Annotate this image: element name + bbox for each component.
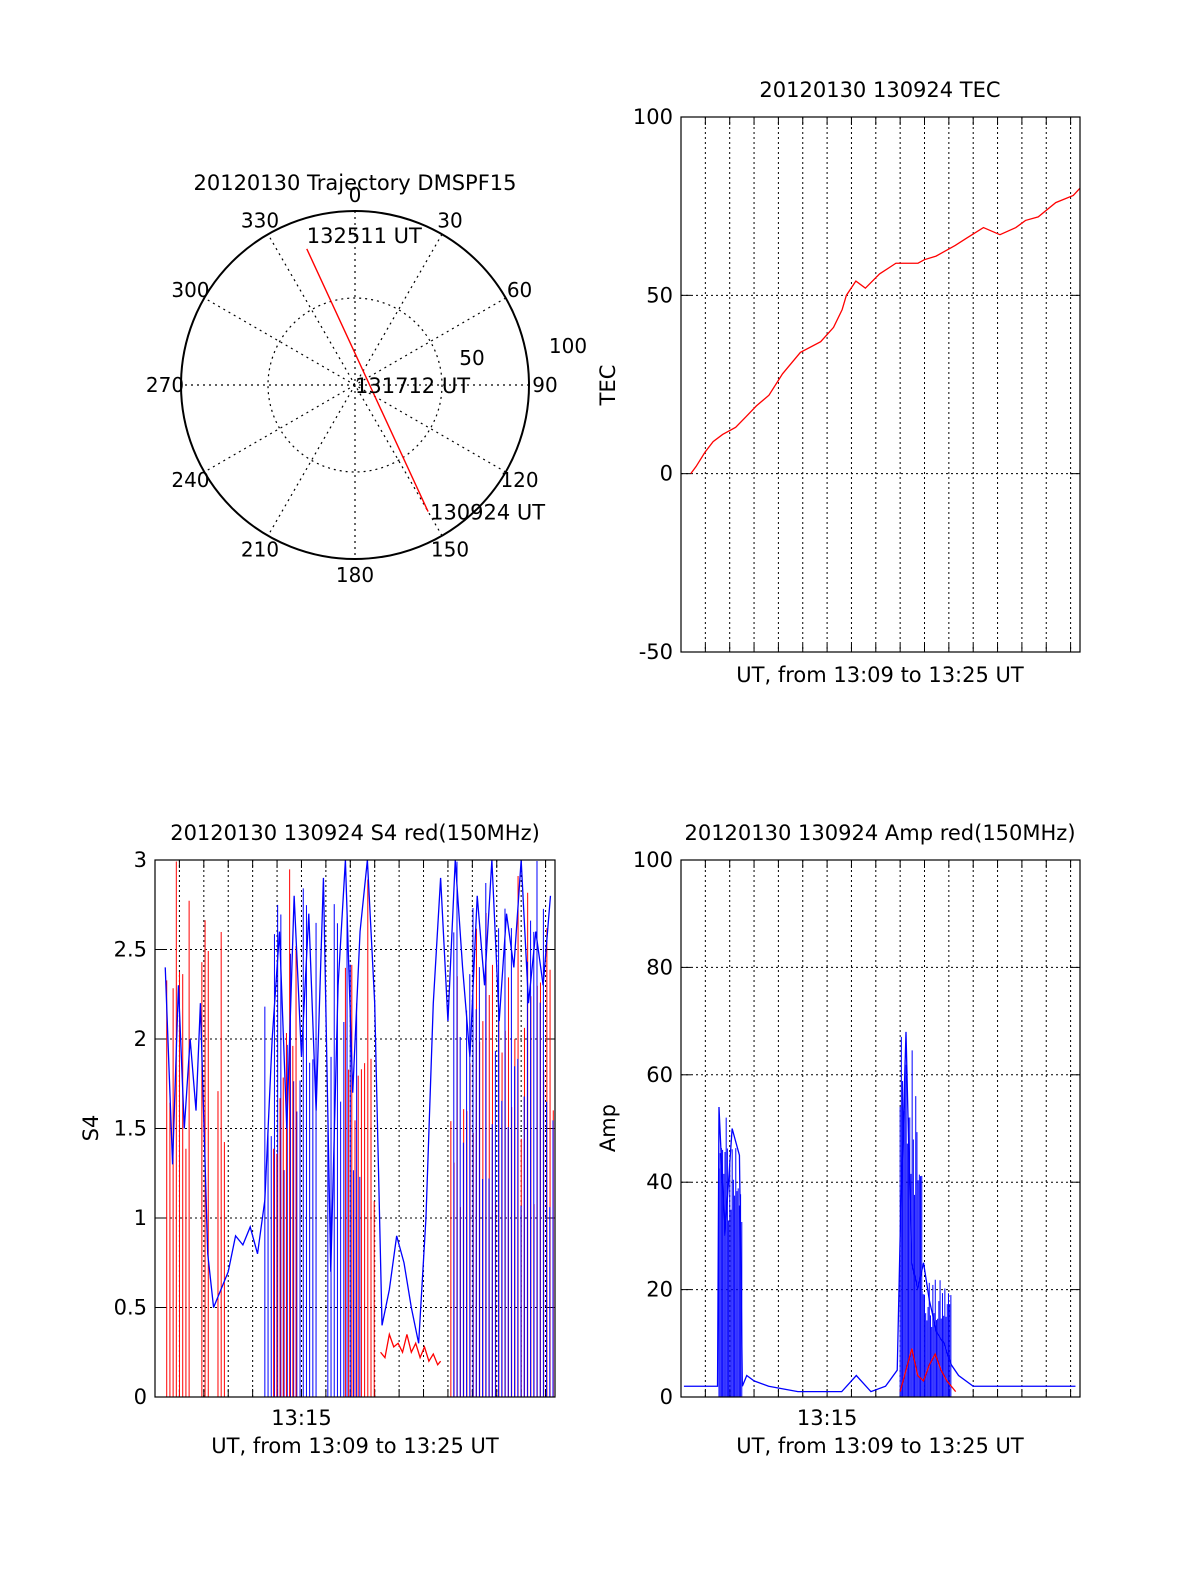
s4-spike-band [273, 869, 297, 1397]
amp-x-tick-label: 13:15 [797, 1406, 858, 1430]
s4-plot-area: 0 0.5 1 1.5 2 2.5 3 13:15 [114, 848, 556, 1430]
polar-radial-label: 100 [549, 334, 587, 358]
polar-azimuth-label: 240 [171, 468, 209, 492]
amp-series-group [683, 1031, 1076, 1397]
trajectory-polar-chart: 20120130 Trajectory DMSPF15 0 30 60 90 120 15… [146, 171, 587, 587]
polar-inner-circle [267, 297, 443, 473]
polar-azimuth-label: 90 [532, 373, 557, 397]
trajectory-time-label: 131712 UT [355, 374, 470, 398]
tec-series-group [690, 187, 1080, 475]
tec-title: 20120130 130924 TEC [759, 78, 1000, 102]
s4-series-red [380, 1331, 442, 1367]
amp-y-tick-label: 60 [646, 1063, 673, 1087]
s4-y-tick-label: 2.5 [114, 938, 147, 962]
s4-spike-band [264, 888, 317, 1397]
amp-frame [680, 859, 1081, 1398]
polar-radial-label: 50 [459, 346, 484, 370]
s4-title: 20120130 130924 S4 red(150MHz) [170, 821, 540, 845]
polar-azimuth-label: 120 [500, 468, 538, 492]
s4-y-tick-label: 2 [134, 1027, 147, 1051]
s4-spike-band [344, 879, 375, 1397]
amp-y-tick-label: 100 [633, 848, 673, 872]
amp-title: 20120130 130924 Amp red(150MHz) [684, 821, 1075, 845]
amp-y-tick-label: 20 [646, 1278, 673, 1302]
s4-y-tick-label: 1 [134, 1206, 147, 1230]
tec-frame [680, 116, 1081, 653]
tec-x-axis-label: UT, from 13:09 to 13:25 UT [736, 663, 1024, 687]
amp-x-axis-label: UT, from 13:09 to 13:25 UT [736, 1434, 1024, 1458]
s4-chart: 20120130 130924 S4 red(150MHz) S4 UT, fr… [79, 821, 556, 1458]
s4-series-group [164, 860, 554, 1397]
trajectory-line [306, 248, 429, 512]
s4-y-tick-label: 0 [134, 1385, 147, 1409]
amp-spike-band [899, 1036, 923, 1397]
amp-plot-area: 0 20 40 60 80 100 13:15 [633, 848, 1081, 1430]
amp-y-tick-label: 40 [646, 1170, 673, 1194]
amp-chart: 20120130 130924 Amp red(150MHz) Amp UT, … [596, 821, 1081, 1458]
polar-trajectory-line [306, 248, 429, 512]
s4-spike-band [217, 931, 225, 1397]
trajectory-time-label: 130924 UT [430, 501, 545, 525]
trajectory-title: 20120130 Trajectory DMSPF15 [193, 171, 516, 195]
tec-plot-area: -50 0 50 100 [633, 105, 1081, 664]
s4-x-axis-label: UT, from 13:09 to 13:25 UT [211, 1434, 499, 1458]
s4-y-axis-label: S4 [79, 1115, 103, 1142]
polar-spoke [267, 234, 443, 536]
amp-y-tick-label: 0 [660, 1385, 673, 1409]
s4-spike-band [327, 904, 361, 1397]
tec-y-tick-label: 0 [660, 462, 673, 486]
polar-azimuth-label: 180 [336, 563, 374, 587]
s4-frame [154, 859, 556, 1398]
polar-azimuth-label: 330 [241, 208, 279, 232]
polar-azimuth-label: 0 [349, 183, 362, 207]
amp-y-axis-label: Amp [596, 1104, 620, 1152]
polar-azimuth-label: 300 [171, 278, 209, 302]
trajectory-time-label: 132511 UT [307, 224, 422, 248]
s4-y-tick-label: 3 [134, 848, 147, 872]
tec-chart: 20120130 130924 TEC TEC UT, from 13:09 t… [596, 78, 1081, 687]
s4-spike-band [166, 861, 190, 1397]
tec-series-red [690, 187, 1080, 475]
amp-series-red [899, 1348, 957, 1393]
polar-azimuth-label: 150 [431, 538, 469, 562]
amp-y-tick-label: 80 [646, 955, 673, 979]
s4-spike-band [453, 860, 554, 1397]
polar-grid [180, 210, 530, 560]
amp-series-blue [683, 1031, 1076, 1393]
polar-azimuth-label: 210 [241, 538, 279, 562]
polar-annotations: 132511 UT 131712 UT 130924 UT [307, 224, 545, 525]
tec-y-axis-label: TEC [596, 365, 620, 407]
s4-x-tick-label: 13:15 [271, 1406, 332, 1430]
s4-y-tick-label: 1.5 [114, 1117, 147, 1141]
tec-y-tick-label: 50 [646, 283, 673, 307]
tec-y-tick-label: -50 [639, 640, 673, 664]
tec-y-tick-label: 100 [633, 105, 673, 129]
polar-azimuth-label: 270 [146, 373, 184, 397]
polar-azimuth-ticks: 0 30 60 90 120 150 180 210 240 270 300 330 50 100 [146, 183, 587, 587]
s4-y-tick-label: 0.5 [114, 1296, 147, 1320]
polar-azimuth-label: 30 [437, 208, 462, 232]
s4-series-blue [164, 860, 552, 1344]
polar-azimuth-label: 60 [507, 278, 532, 302]
